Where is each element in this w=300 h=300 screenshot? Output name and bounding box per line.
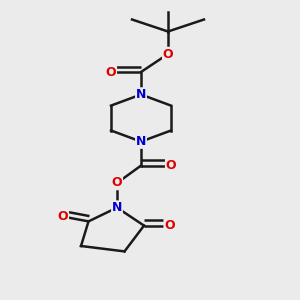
Text: O: O [106, 65, 116, 79]
Text: N: N [112, 201, 122, 214]
Text: O: O [112, 176, 122, 190]
Text: O: O [58, 210, 68, 223]
Text: N: N [136, 135, 146, 148]
Text: O: O [163, 47, 173, 61]
Text: O: O [164, 219, 175, 232]
Text: N: N [136, 88, 146, 101]
Text: O: O [166, 159, 176, 172]
